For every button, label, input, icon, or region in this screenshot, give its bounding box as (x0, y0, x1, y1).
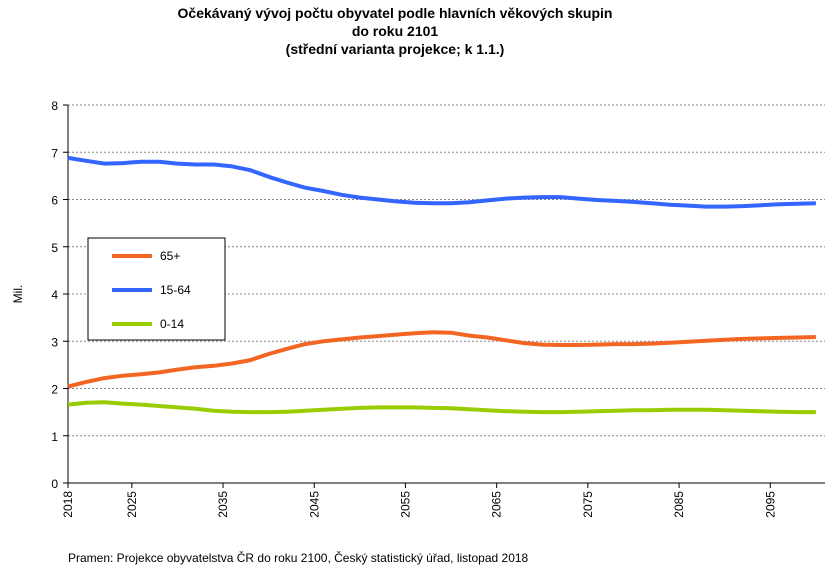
y-tick-label: 0 (51, 477, 58, 491)
x-tick-label: 2095 (763, 491, 777, 518)
series-line (67, 330, 816, 389)
series-line (67, 400, 816, 415)
x-tick-label: 2065 (490, 491, 504, 518)
legend-box (87, 237, 226, 341)
x-tick-label: 2085 (672, 491, 686, 518)
source-note: Pramen: Projekce obyvatelstva ČR do roku… (68, 550, 529, 565)
y-axis-label: Mil. (11, 285, 25, 304)
x-tick-label: 2035 (216, 491, 230, 518)
y-tick-label: 6 (51, 194, 58, 208)
legend-label: 65+ (160, 249, 180, 263)
x-tick-label: 2025 (125, 491, 139, 518)
chart-title: do roku 2101 (352, 23, 439, 39)
chart-title: Očekávaný vývoj počtu obyvatel podle hla… (178, 5, 613, 21)
x-tick-label: 2075 (581, 491, 595, 518)
y-tick-label: 7 (51, 146, 58, 160)
y-tick-label: 4 (51, 288, 58, 302)
y-tick-label: 1 (51, 430, 58, 444)
y-tick-label: 3 (51, 335, 58, 349)
legend-label: 15-64 (160, 283, 191, 297)
y-tick-label: 8 (51, 99, 58, 113)
y-tick-label: 5 (51, 241, 58, 255)
series-line (67, 155, 816, 209)
x-tick-label: 2045 (307, 491, 321, 518)
x-tick-label: 2055 (398, 491, 412, 518)
chart-title: (střední varianta projekce; k 1.1.) (286, 41, 505, 57)
y-tick-label: 2 (51, 383, 58, 397)
legend-label: 0-14 (160, 317, 184, 331)
x-tick-label: 2018 (61, 491, 75, 518)
